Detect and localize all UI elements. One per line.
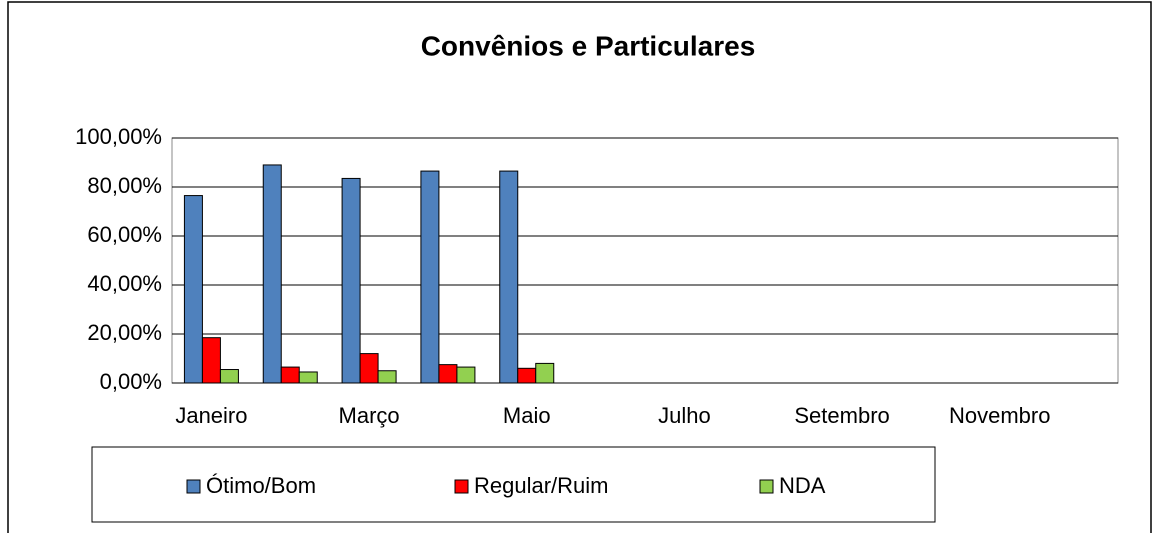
y-tick-label: 0,00% bbox=[100, 369, 162, 394]
x-tick-label: Janeiro bbox=[175, 403, 247, 428]
plot-area bbox=[171, 137, 1119, 384]
legend-marker bbox=[454, 479, 469, 494]
x-tick-label: Julho bbox=[658, 403, 711, 428]
bar bbox=[535, 362, 555, 384]
x-tick-label: Março bbox=[339, 403, 400, 428]
y-tick-label: 40,00% bbox=[87, 271, 162, 296]
bar bbox=[298, 371, 318, 384]
chart-title: Convênios e Particulares bbox=[421, 30, 756, 61]
bar bbox=[183, 195, 203, 384]
bar bbox=[438, 364, 458, 384]
bar bbox=[201, 337, 221, 384]
bar bbox=[341, 177, 361, 384]
legend-label: Regular/Ruim bbox=[474, 473, 609, 498]
bar bbox=[517, 367, 537, 384]
bar bbox=[456, 366, 476, 384]
y-tick-label: 60,00% bbox=[87, 222, 162, 247]
bar bbox=[219, 369, 239, 384]
x-tick-label: Novembro bbox=[949, 403, 1050, 428]
y-tick-label: 100,00% bbox=[75, 124, 162, 149]
bar bbox=[420, 170, 440, 384]
y-tick-label: 20,00% bbox=[87, 320, 162, 345]
bar bbox=[359, 353, 379, 384]
bar bbox=[499, 170, 519, 384]
legend-label: NDA bbox=[779, 473, 826, 498]
x-tick-label: Maio bbox=[503, 403, 551, 428]
x-tick-label: Setembro bbox=[794, 403, 889, 428]
legend-label: Ótimo/Bom bbox=[206, 473, 316, 498]
bar bbox=[280, 366, 300, 384]
y-tick-label: 80,00% bbox=[87, 173, 162, 198]
bar bbox=[262, 164, 282, 384]
bar bbox=[377, 370, 397, 384]
legend-box bbox=[91, 446, 936, 523]
legend-marker bbox=[759, 479, 774, 494]
legend-marker bbox=[186, 479, 201, 494]
